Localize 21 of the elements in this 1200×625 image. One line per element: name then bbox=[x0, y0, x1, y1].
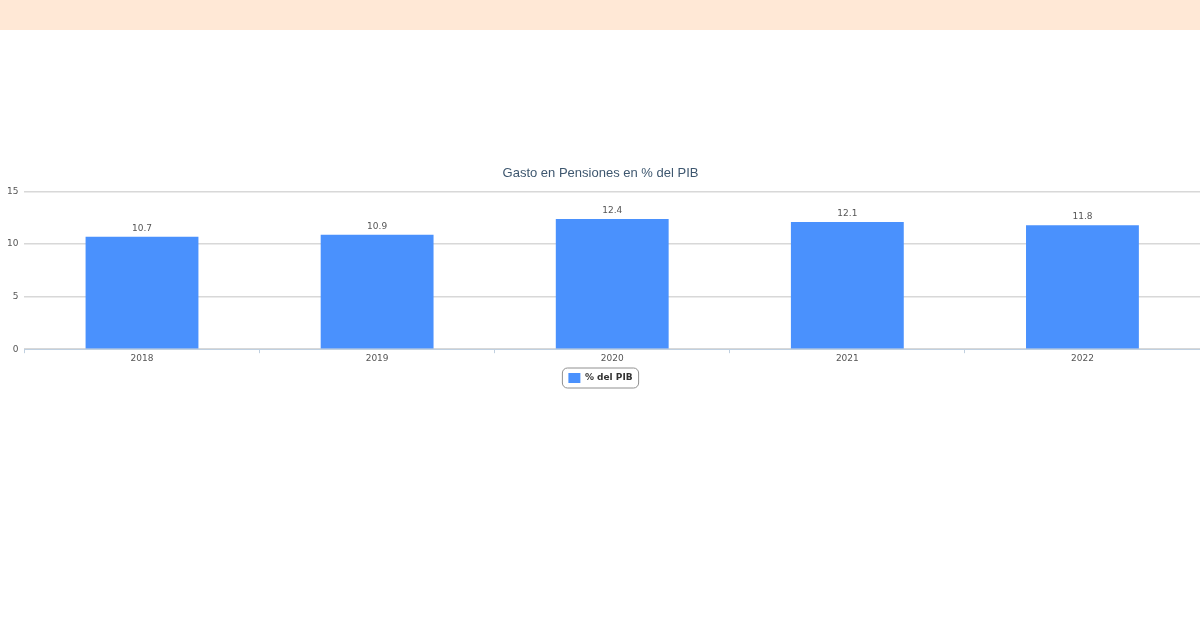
data-label: 10.7 bbox=[131, 222, 153, 233]
y-tick-label: 10 bbox=[7, 238, 19, 249]
bar bbox=[555, 218, 669, 349]
y-tick-label: 15 bbox=[7, 185, 19, 196]
data-label: 10.9 bbox=[367, 220, 388, 231]
x-tick-label: 2018 bbox=[130, 352, 154, 363]
bar bbox=[1026, 225, 1139, 349]
data-label: 12.4 bbox=[602, 204, 623, 215]
x-tick-label: 2021 bbox=[835, 352, 859, 363]
y-tick-label: 0 bbox=[12, 343, 19, 354]
data-label: 11.8 bbox=[1072, 211, 1093, 222]
bar bbox=[790, 222, 904, 349]
legend-label: % del PIB bbox=[584, 372, 633, 383]
y-tick-label: 5 bbox=[12, 291, 19, 302]
bar bbox=[320, 234, 434, 349]
data-label: 12.1 bbox=[837, 207, 858, 218]
x-tick-label: 2020 bbox=[600, 352, 624, 363]
x-tick-label: 2022 bbox=[1070, 352, 1094, 363]
x-tick-label: 2019 bbox=[365, 352, 389, 363]
chart-title: Gasto en Pensiones en % del PIB bbox=[502, 165, 699, 181]
bar bbox=[85, 236, 199, 349]
